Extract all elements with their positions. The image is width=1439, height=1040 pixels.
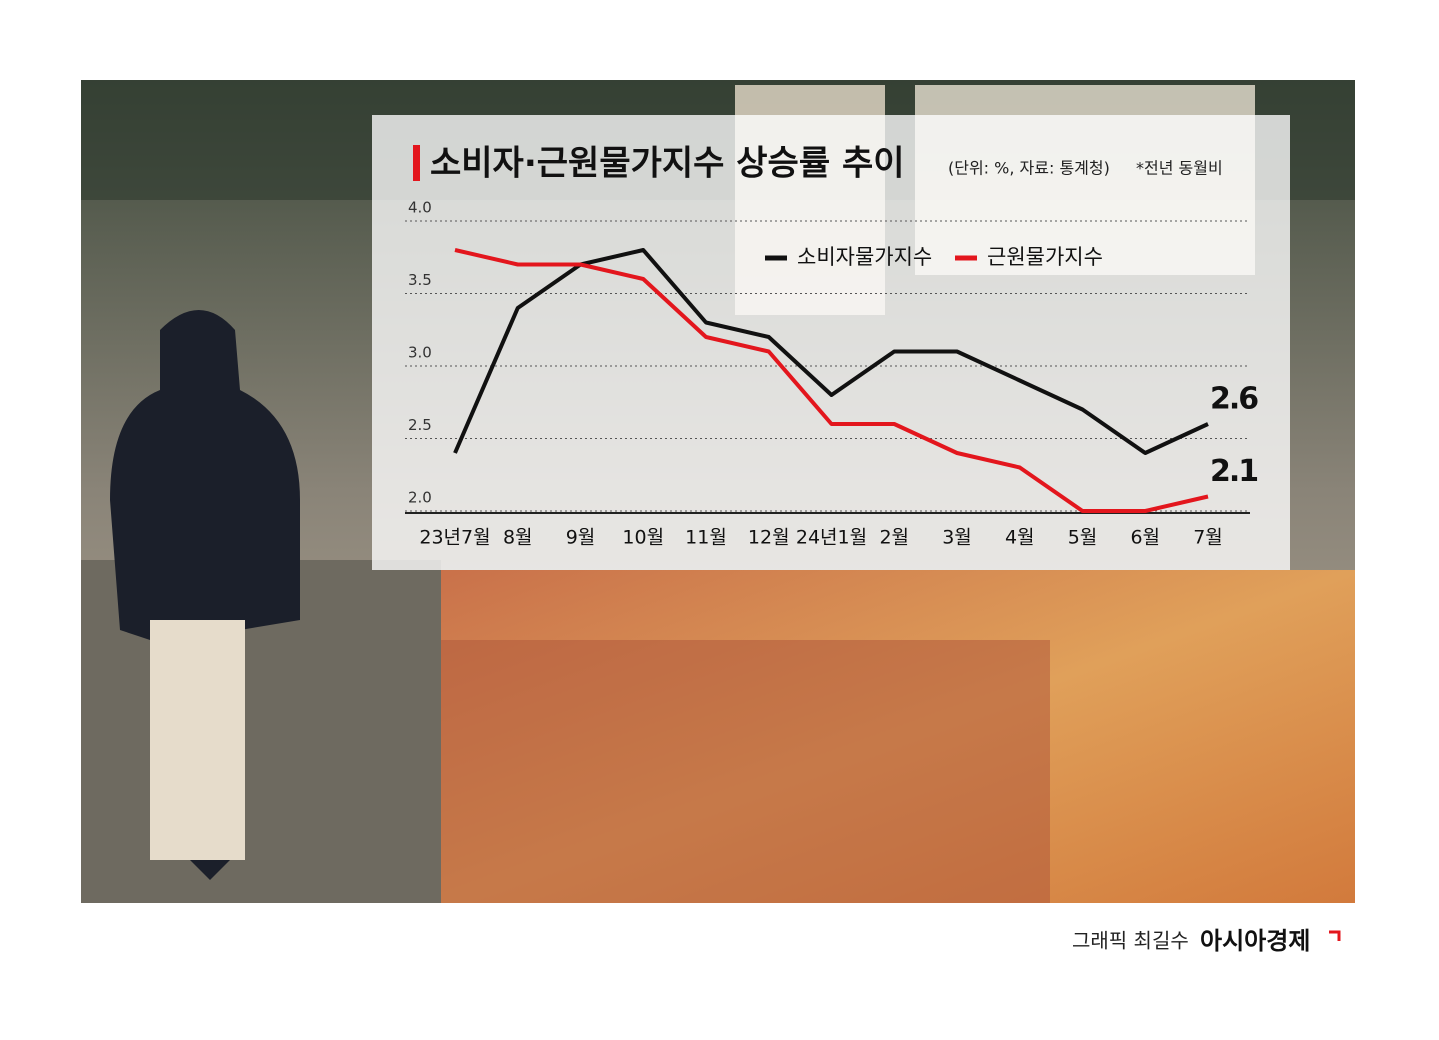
x-tick-label: 12월 <box>748 527 790 549</box>
chart-subtitle: (단위: %, 자료: 통계청) <box>948 159 1110 178</box>
x-tick-label: 5월 <box>1068 527 1098 549</box>
y-tick-label: 2.5 <box>408 416 432 434</box>
y-tick-label: 3.5 <box>408 271 432 289</box>
x-tick-label: 3월 <box>942 527 972 549</box>
y-tick-label: 3.0 <box>408 344 432 362</box>
chart-title: 소비자·근원물가지수 상승률 추이 <box>430 144 905 184</box>
legend-label: 소비자물가지수 <box>797 245 932 269</box>
y-tick-label: 4.0 <box>408 199 432 217</box>
data-label: 2.6 <box>1210 382 1258 417</box>
x-tick-label: 8월 <box>503 527 533 549</box>
x-tick-label: 6월 <box>1130 527 1160 549</box>
y-tick-label: 2.0 <box>408 489 432 507</box>
title-marker <box>413 145 420 181</box>
series-line <box>454 248 1209 513</box>
brand-logo <box>1329 930 1341 941</box>
credit: 그래픽 최길수 <box>1072 929 1189 953</box>
legend-label: 근원물가지수 <box>987 245 1103 269</box>
x-tick-label: 23년7월 <box>419 527 490 549</box>
chart-note: *전년 동월비 <box>1136 159 1223 178</box>
x-tick-label: 24년1월 <box>796 527 867 549</box>
x-tick-label: 2월 <box>879 527 909 549</box>
x-tick-label: 9월 <box>566 527 596 549</box>
x-tick-label: 4월 <box>1005 527 1035 549</box>
brand: 아시아경제 <box>1200 927 1310 955</box>
chart-panel <box>372 115 1290 570</box>
x-tick-label: 7월 <box>1193 527 1223 549</box>
x-tick-label: 11월 <box>685 527 727 549</box>
data-label: 2.1 <box>1210 454 1257 489</box>
x-tick-label: 10월 <box>622 527 664 549</box>
